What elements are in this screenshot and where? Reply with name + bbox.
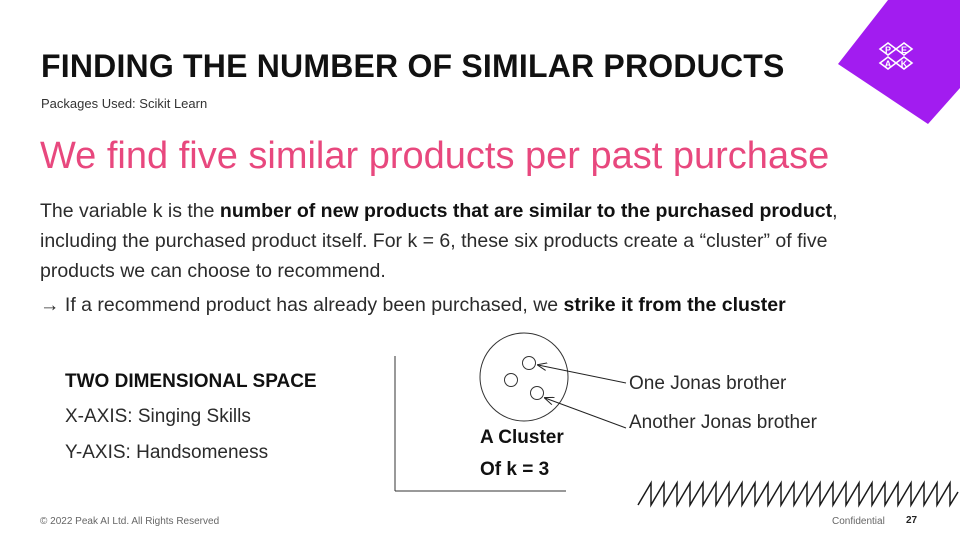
note-text: → If a recommend product has already bee…	[40, 294, 564, 316]
paragraph-bold-1: number of new products that are similar …	[219, 200, 833, 222]
cluster-boundary	[479, 332, 569, 422]
paragraph-text-1: The variable k is the	[40, 200, 220, 222]
note-bold: strike it from the cluster	[563, 294, 786, 316]
cluster-point-2	[504, 373, 518, 387]
cluster-label-line-2: Of k = 3	[480, 459, 550, 480]
annotation-arrow-2	[545, 398, 627, 429]
note-line: → If a recommend product has already bee…	[40, 290, 786, 320]
footer-confidential: Confidential	[832, 516, 885, 527]
cluster-point-1	[522, 356, 536, 370]
paragraph-text-2: , including the purchased product itself…	[40, 200, 838, 282]
annotation-another-jonas: Another Jonas brother	[629, 412, 818, 433]
x-axis-label: X-AXIS: Singing Skills	[65, 406, 251, 427]
peak-logo: P E A K	[838, 0, 960, 124]
cluster-label: A Cluster Of k = 3	[480, 422, 564, 486]
zigzag-decoration	[637, 480, 959, 508]
logo-letter-a: A	[885, 59, 892, 69]
body-paragraph: The variable k is the number of new prod…	[40, 196, 870, 286]
y-axis-label: Y-AXIS: Handsomeness	[65, 442, 269, 463]
space-title: TWO DIMENSIONAL SPACE	[65, 371, 317, 392]
slide-headline: We find five similar products per past p…	[40, 135, 830, 177]
slide-subtitle: Packages Used: Scikit Learn	[41, 96, 208, 111]
logo-letter-p: P	[885, 45, 891, 55]
cluster-label-line-1: A Cluster	[480, 427, 564, 448]
slide-title: FINDING THE NUMBER OF SIMILAR PRODUCTS	[41, 48, 785, 84]
logo-letter-e: E	[901, 45, 907, 55]
cluster-point-3	[530, 386, 544, 400]
footer-copyright: © 2022 Peak AI Ltd. All Rights Reserved	[40, 516, 220, 527]
logo-letter-k: K	[901, 59, 908, 69]
annotation-arrow-1	[538, 365, 627, 384]
page-number: 27	[906, 515, 918, 526]
annotation-one-jonas: One Jonas brother	[629, 373, 787, 394]
